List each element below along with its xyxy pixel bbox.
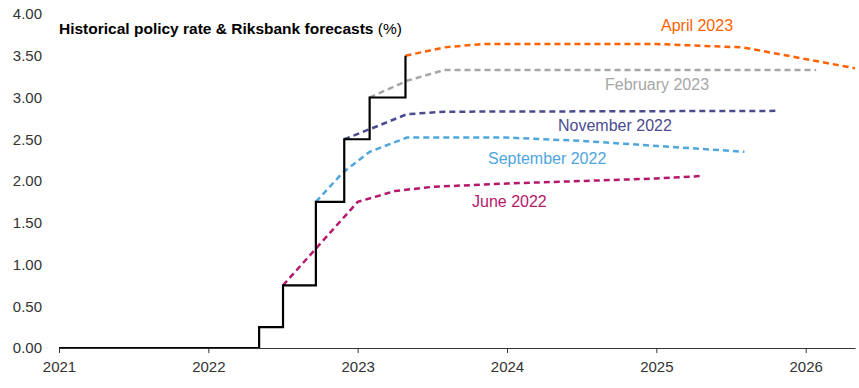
series-label: June 2022 <box>472 193 547 210</box>
y-tick-label: 3.50 <box>13 47 42 64</box>
policy-rate-line <box>59 56 405 348</box>
series-label: April 2023 <box>661 17 733 34</box>
x-axis: 2021 2022 2023 2024 2025 2026 <box>43 348 856 375</box>
x-axis-line <box>60 348 856 349</box>
y-tick-label: 0.00 <box>13 339 42 356</box>
y-tick-label: 1.00 <box>13 256 42 273</box>
x-tick: 2022 <box>192 348 225 375</box>
y-tick: 2.50 <box>13 131 59 148</box>
x-tick-mark <box>507 348 508 353</box>
x-tick-mark <box>806 348 807 353</box>
x-tick: 2026 <box>790 348 823 375</box>
plot-area <box>59 44 855 348</box>
x-tick-label: 2023 <box>341 358 374 375</box>
y-tick-label: 3.00 <box>13 89 42 106</box>
y-tick: 1.50 <box>13 214 59 231</box>
y-tick-label: 0.50 <box>13 298 42 315</box>
y-tick: 3.00 <box>13 89 59 106</box>
x-tick-mark <box>358 348 359 353</box>
x-tick: 2023 <box>341 348 374 375</box>
chart: 0.00 0.50 1.00 1.50 2.00 2.50 3.00 3.50 4.00 2021… <box>0 0 859 388</box>
y-tick: 4.00 <box>13 5 59 22</box>
x-tick: 2025 <box>640 348 673 375</box>
x-tick-label: 2021 <box>43 358 76 375</box>
x-tick: 2021 <box>43 348 76 375</box>
y-tick: 0.50 <box>13 298 59 315</box>
y-tick-label: 2.00 <box>13 172 42 189</box>
x-tick-mark <box>656 348 657 353</box>
y-tick: 2.00 <box>13 172 59 189</box>
x-tick-label: 2024 <box>491 358 524 375</box>
series-label: September 2022 <box>488 150 606 167</box>
x-tick-label: 2025 <box>640 358 673 375</box>
series-label: February 2023 <box>605 76 709 93</box>
forecast-line <box>370 70 817 98</box>
forecast-line <box>344 111 779 139</box>
chart-title: Historical policy rate & Riksbank foreca… <box>59 20 402 37</box>
y-tick: 1.00 <box>13 256 59 273</box>
y-axis: 0.00 0.50 1.00 1.50 2.00 2.50 3.00 3.50 4.00 <box>13 5 60 356</box>
x-tick: 2024 <box>491 348 524 375</box>
y-axis-line <box>59 15 60 349</box>
y-tick: 0.00 <box>13 339 59 356</box>
x-tick-mark <box>59 348 60 353</box>
forecast-line <box>405 44 855 68</box>
y-tick-label: 4.00 <box>13 5 42 22</box>
forecast-line <box>283 176 701 285</box>
x-tick-label: 2022 <box>192 358 225 375</box>
y-tick: 3.50 <box>13 47 59 64</box>
y-tick-label: 2.50 <box>13 131 42 148</box>
y-tick-label: 1.50 <box>13 214 42 231</box>
series-label: November 2022 <box>558 117 672 134</box>
x-tick-mark <box>208 348 209 353</box>
x-tick-label: 2026 <box>790 358 823 375</box>
